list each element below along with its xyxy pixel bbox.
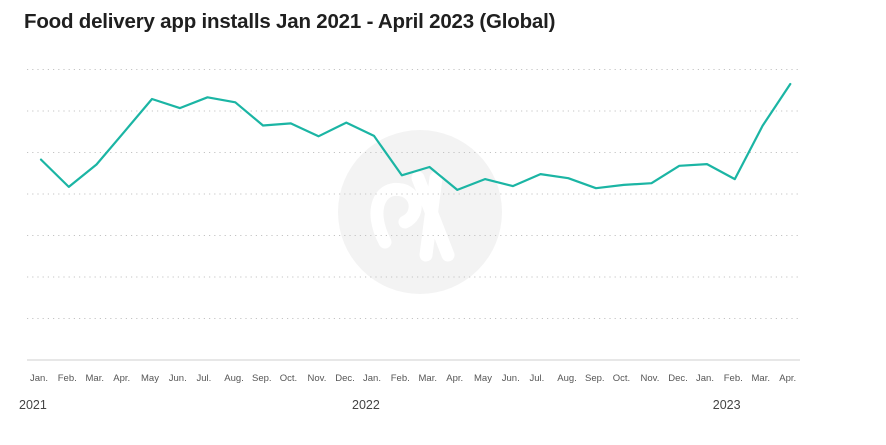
- x-tick-label: Jun.: [169, 373, 187, 384]
- data-point: [761, 124, 765, 128]
- data-point: [317, 134, 321, 138]
- x-tick-label: May: [474, 373, 492, 384]
- data-point: [400, 173, 404, 177]
- x-axis-ticks: Jan. Feb. Mar. Apr. May Jun. Jul. Aug. Sep. Oct. N…: [30, 373, 796, 384]
- installs-series-line: [39, 82, 792, 191]
- x-tick-label: Jan.: [363, 373, 381, 384]
- x-tick-label: Jan.: [30, 373, 48, 384]
- data-point: [788, 82, 792, 86]
- x-tick-label: Oct.: [280, 373, 297, 384]
- x-tick-label: Sep.: [585, 373, 605, 384]
- data-point: [344, 121, 348, 125]
- x-tick-label: Jul.: [530, 373, 545, 384]
- data-point: [705, 162, 709, 166]
- data-point: [233, 100, 237, 104]
- data-point: [594, 186, 598, 190]
- x-tick-label: Mar.: [752, 373, 770, 384]
- data-point: [511, 184, 515, 188]
- x-tick-label: Jun.: [502, 373, 520, 384]
- x-tick-label: Jan.: [696, 373, 714, 384]
- x-tick-label: Feb.: [391, 373, 410, 384]
- x-tick-label: Dec.: [668, 373, 688, 384]
- year-label: 2022: [352, 398, 380, 412]
- data-point: [566, 176, 570, 180]
- data-point: [122, 130, 126, 134]
- x-tick-label: Aug.: [557, 373, 577, 384]
- data-point: [539, 172, 543, 176]
- data-point: [39, 158, 43, 162]
- x-tick-label: May: [141, 373, 159, 384]
- data-point: [677, 164, 681, 168]
- chart-title: Food delivery app installs Jan 2021 - Ap…: [24, 10, 556, 33]
- x-tick-label: Apr.: [446, 373, 463, 384]
- data-point: [150, 97, 154, 101]
- x-tick-label: Apr.: [113, 373, 130, 384]
- data-point: [455, 188, 459, 192]
- data-point: [372, 134, 376, 138]
- x-tick-label: Aug.: [224, 373, 244, 384]
- data-point: [428, 165, 432, 169]
- x-tick-label: Apr.: [779, 373, 796, 384]
- x-tick-label: Mar.: [86, 373, 104, 384]
- x-tick-label: Nov.: [641, 373, 660, 384]
- year-labels: 2021 2022 2023: [19, 398, 741, 412]
- x-tick-label: Oct.: [613, 373, 630, 384]
- data-point: [261, 124, 265, 128]
- year-label: 2021: [19, 398, 47, 412]
- data-point: [206, 95, 210, 99]
- x-tick-label: Feb.: [724, 373, 743, 384]
- x-tick-label: Feb.: [58, 373, 77, 384]
- data-point: [622, 183, 626, 187]
- data-point: [733, 177, 737, 181]
- x-tick-label: Mar.: [419, 373, 437, 384]
- watermark-logo: [338, 130, 502, 294]
- year-label: 2023: [713, 398, 741, 412]
- data-point: [95, 163, 99, 167]
- x-tick-label: Jul.: [197, 373, 212, 384]
- x-tick-label: Sep.: [252, 373, 272, 384]
- data-point: [67, 185, 71, 189]
- data-point: [483, 177, 487, 181]
- x-tick-label: Nov.: [308, 373, 327, 384]
- x-tick-label: Dec.: [335, 373, 355, 384]
- data-point: [289, 121, 293, 125]
- data-point: [650, 181, 654, 185]
- data-point: [178, 106, 182, 110]
